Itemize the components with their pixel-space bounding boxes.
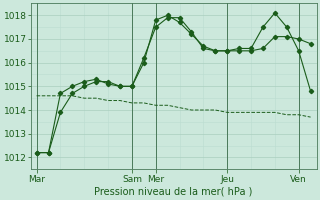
X-axis label: Pression niveau de la mer( hPa ): Pression niveau de la mer( hPa ): [94, 187, 253, 197]
